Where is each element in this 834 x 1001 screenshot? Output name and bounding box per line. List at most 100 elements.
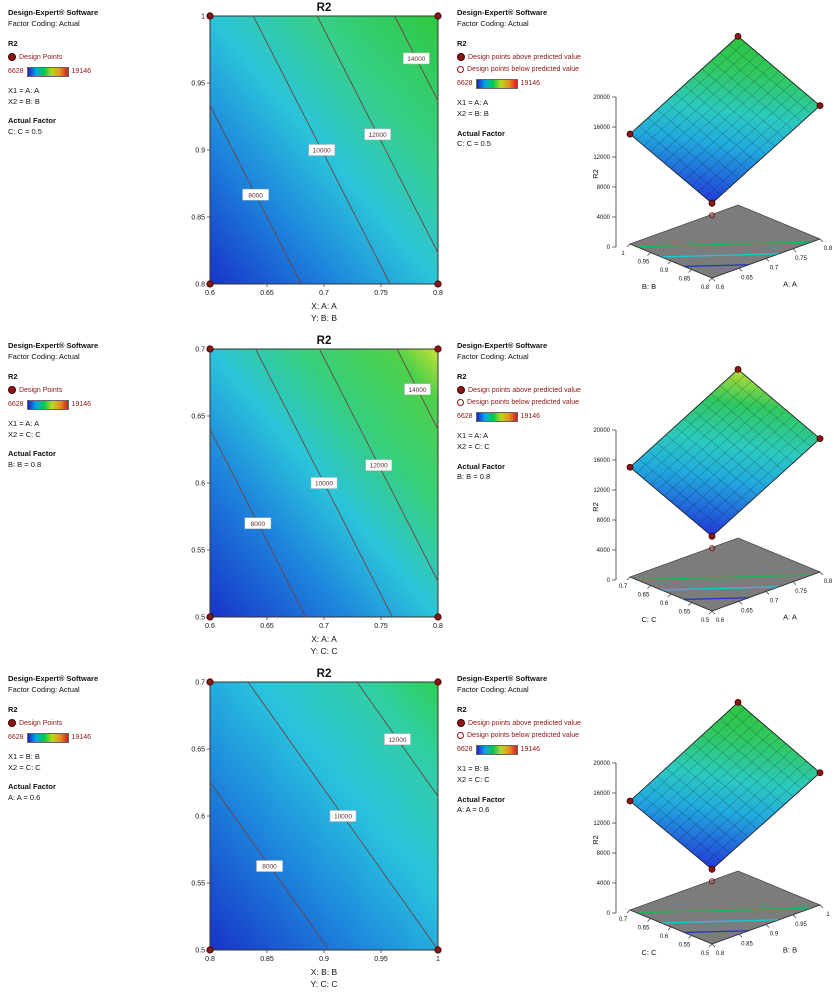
svg-text:A: A: A: A: [783, 280, 797, 289]
x1-factor: X1 = A: A: [457, 97, 489, 107]
svg-text:4000: 4000: [597, 215, 611, 221]
factor-coding: Factor Coding: Actual: [8, 351, 80, 361]
points-above-legend: Design points above predicted value: [457, 386, 590, 395]
svg-text:R2: R2: [317, 2, 332, 14]
svg-text:8000: 8000: [597, 185, 611, 191]
svg-text:0.75: 0.75: [374, 623, 388, 630]
svg-text:0: 0: [607, 245, 611, 251]
svg-text:R2: R2: [591, 835, 600, 845]
svg-text:4000: 4000: [597, 548, 611, 554]
software-title: Design-Expert® Software: [457, 674, 548, 683]
factor-coding: Factor Coding: Actual: [8, 18, 80, 28]
svg-text:0.6: 0.6: [660, 601, 669, 607]
svg-text:8000: 8000: [248, 192, 263, 199]
design-point-icon: [8, 719, 16, 728]
actual-factor-value: C: C = 0.5: [457, 139, 491, 149]
svg-text:0.6: 0.6: [716, 618, 725, 624]
svg-text:0.95: 0.95: [374, 956, 388, 963]
actual-factor-label: Actual Factor: [457, 461, 505, 471]
surface-legend-ab: Design-Expert® Software Factor Coding: A…: [455, 0, 590, 333]
design-points-label: Design Points: [19, 386, 63, 394]
color-scale: 6628 19146: [457, 744, 590, 755]
contour-plot-ab: R2 8000 10000 12000 14000 0.6 0.65 0.7 0.75 0.8 0.…: [191, 2, 443, 323]
svg-text:0.7: 0.7: [770, 266, 779, 272]
svg-text:10000: 10000: [313, 148, 331, 155]
response-name: R2: [457, 371, 467, 381]
software-title: Design-Expert® Software: [457, 341, 548, 350]
svg-text:1: 1: [621, 251, 625, 257]
svg-text:4000: 4000: [597, 881, 611, 887]
color-scale: 6628 19146: [8, 732, 160, 743]
actual-factor-label: Actual Factor: [8, 782, 56, 792]
svg-text:0.55: 0.55: [679, 943, 691, 949]
svg-text:8000: 8000: [597, 518, 611, 524]
x2-factor: X2 = C: C: [457, 774, 490, 784]
svg-text:0.8: 0.8: [824, 246, 833, 252]
svg-text:0.55: 0.55: [679, 610, 691, 616]
svg-text:0.5: 0.5: [195, 615, 205, 622]
color-scale-bar: [475, 411, 518, 422]
surface-legend-ac: Design-Expert® Software Factor Coding: A…: [455, 333, 590, 666]
x2-factor: X2 = C: C: [8, 762, 41, 772]
svg-text:0.65: 0.65: [191, 414, 205, 421]
response-name: R2: [457, 704, 467, 714]
actual-factor-label: Actual Factor: [457, 794, 505, 804]
scale-max: 19146: [71, 401, 92, 409]
svg-text:X: A: A: X: A: A: [311, 301, 337, 311]
svg-text:14000: 14000: [408, 387, 426, 394]
x2-factor: X2 = B: B: [457, 108, 489, 118]
svg-text:12000: 12000: [593, 821, 610, 827]
svg-text:0.6: 0.6: [195, 814, 205, 821]
svg-text:R2: R2: [317, 668, 332, 680]
surface-legend-bc: Design-Expert® Software Factor Coding: A…: [455, 666, 590, 1001]
svg-text:0.65: 0.65: [638, 593, 650, 599]
design-point-icon: [8, 386, 16, 395]
factor-coding: Factor Coding: Actual: [457, 18, 529, 28]
svg-text:0.8: 0.8: [433, 623, 443, 630]
svg-text:1: 1: [201, 14, 205, 21]
factor-coding: Factor Coding: Actual: [8, 684, 80, 694]
color-scale-bar: [26, 66, 69, 77]
svg-text:0.65: 0.65: [260, 623, 274, 630]
scale-max: 19146: [520, 746, 541, 754]
svg-text:10000: 10000: [315, 481, 333, 488]
svg-text:0.7: 0.7: [319, 623, 329, 630]
software-title: Design-Expert® Software: [8, 674, 99, 683]
svg-text:0: 0: [607, 578, 611, 584]
row-ac: Design-Expert® Software Factor Coding: A…: [0, 333, 834, 666]
svg-text:R2: R2: [317, 335, 332, 347]
svg-text:0.55: 0.55: [191, 881, 205, 888]
open-point-icon: [457, 65, 464, 73]
points-below-legend: Design points below predicted value: [457, 731, 590, 740]
svg-text:14000: 14000: [407, 56, 425, 63]
scale-min: 6628: [8, 68, 24, 76]
svg-text:C: C: C: C: [642, 948, 658, 957]
svg-text:0.7: 0.7: [195, 347, 205, 354]
design-points-legend: Design Points: [8, 719, 160, 728]
actual-factor-value: B: B = 0.8: [457, 472, 491, 482]
scale-min: 6628: [457, 746, 473, 754]
points-below-label: Design points below predicted value: [467, 65, 580, 73]
x2-factor: X2 = C: C: [8, 429, 41, 439]
surface-plot-ab: 0 4000 8000 12000 16000 20000 R2 1 0.95 0.9 0.85 0.…: [591, 33, 833, 291]
svg-text:16000: 16000: [593, 791, 610, 797]
svg-text:12000: 12000: [593, 155, 610, 161]
svg-text:12000: 12000: [388, 737, 406, 744]
svg-text:R2: R2: [591, 502, 600, 512]
svg-text:B: B: B: B: [783, 946, 797, 955]
svg-text:0.8: 0.8: [195, 282, 205, 289]
svg-text:0.8: 0.8: [433, 290, 443, 297]
x1-factor: X1 = B: B: [8, 751, 40, 761]
svg-text:0.85: 0.85: [741, 941, 753, 947]
filled-point-icon: [457, 53, 465, 62]
filled-point-icon: [457, 386, 465, 395]
surface-plot-ac: 0 4000 8000 12000 16000 20000 R2 0.7 0.65 0.6 0.55…: [591, 366, 833, 624]
scale-min: 6628: [8, 734, 24, 742]
svg-text:1: 1: [826, 912, 830, 918]
svg-text:8000: 8000: [597, 851, 611, 857]
factor-coding: Factor Coding: Actual: [457, 684, 529, 694]
points-below-label: Design points below predicted value: [467, 398, 580, 406]
software-title: Design-Expert® Software: [8, 341, 99, 350]
svg-text:0.75: 0.75: [795, 256, 807, 262]
actual-factor-value: A: A = 0.6: [457, 805, 490, 815]
